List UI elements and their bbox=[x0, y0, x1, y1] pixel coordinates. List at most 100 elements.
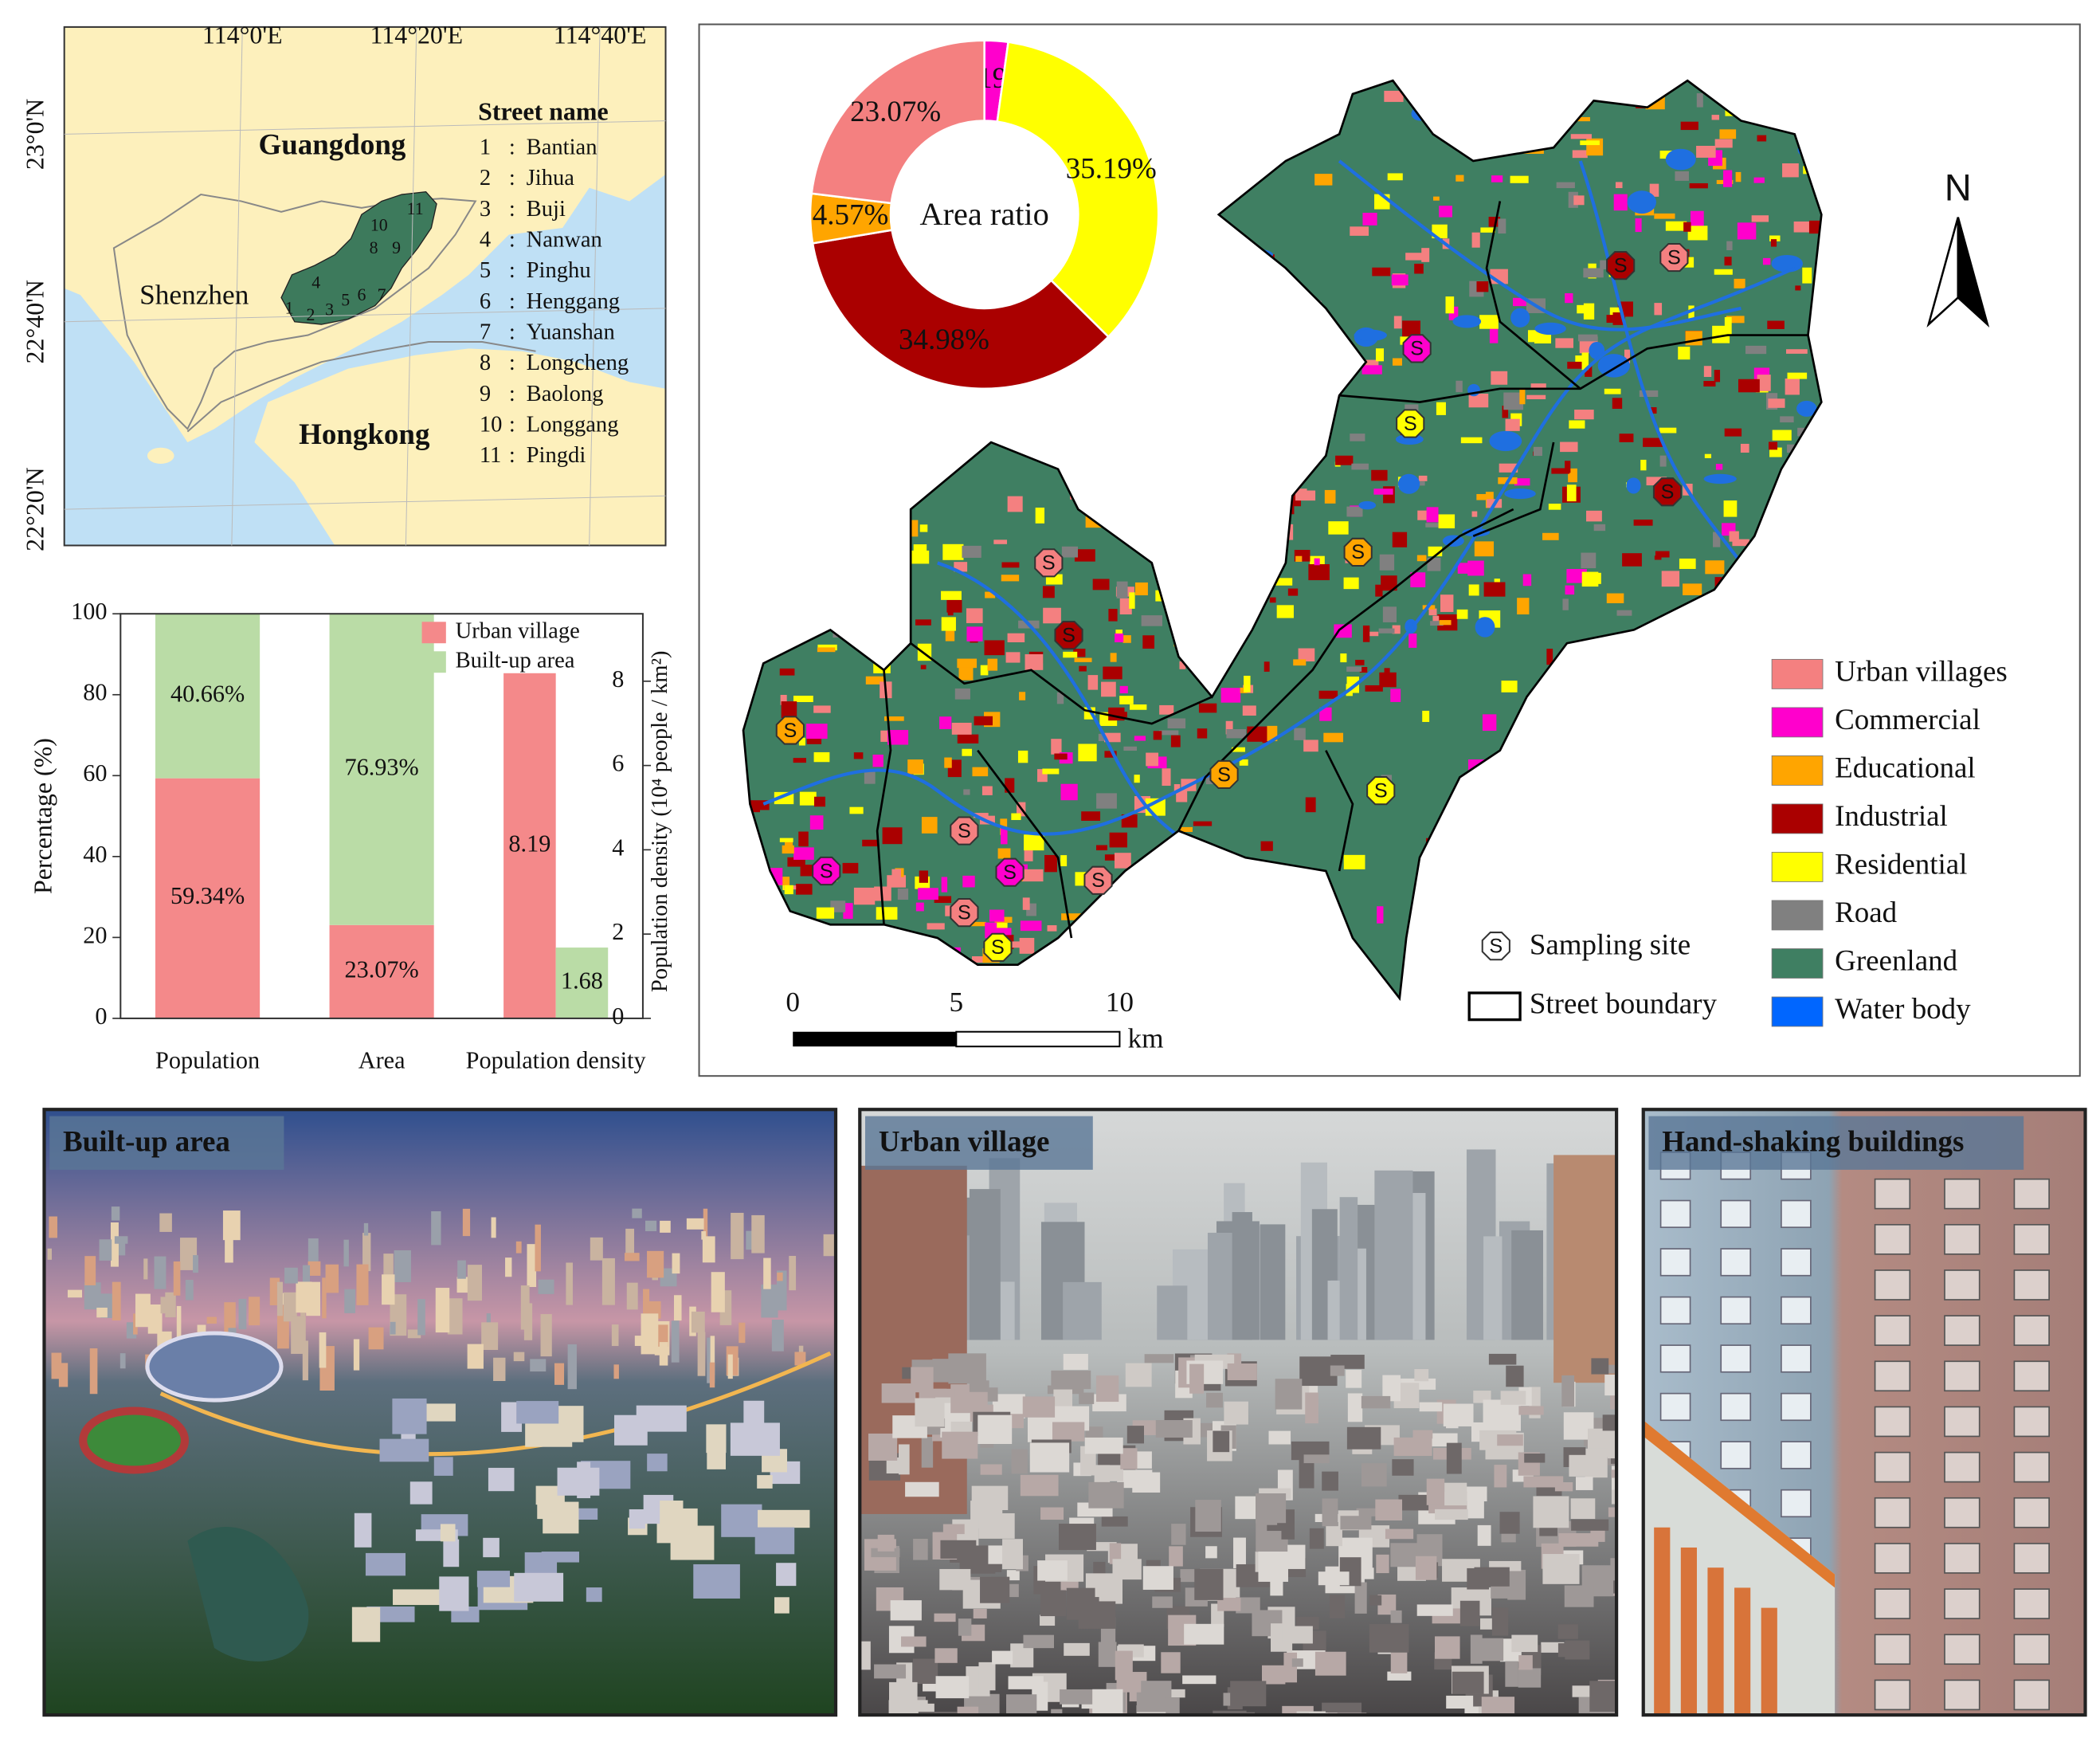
village-house bbox=[1494, 1465, 1507, 1488]
village-house bbox=[1356, 1508, 1393, 1516]
window bbox=[1944, 1497, 1981, 1528]
city-block bbox=[176, 1305, 182, 1339]
land-patch bbox=[1340, 653, 1347, 663]
land-patch bbox=[1104, 751, 1117, 758]
land-patch bbox=[1732, 539, 1749, 547]
land-patch bbox=[1612, 398, 1623, 409]
village-house bbox=[1287, 1544, 1306, 1569]
street-boundary bbox=[977, 749, 1073, 939]
city-block bbox=[739, 1322, 746, 1344]
village-house bbox=[942, 1524, 965, 1535]
village-house bbox=[973, 1608, 987, 1618]
water-patch bbox=[1510, 308, 1530, 328]
land-patch bbox=[989, 909, 1005, 922]
window bbox=[1944, 1406, 1981, 1438]
city-block bbox=[641, 1313, 659, 1355]
land-patch bbox=[865, 676, 885, 685]
land-patch bbox=[997, 848, 1011, 859]
land-patch bbox=[920, 665, 927, 669]
campus-building bbox=[574, 1508, 598, 1520]
village-house bbox=[1020, 1474, 1059, 1497]
land-patch bbox=[1115, 633, 1124, 642]
boundary-swatch bbox=[1467, 991, 1522, 1022]
scale-bar-white bbox=[955, 1030, 1121, 1048]
land-patch bbox=[1581, 352, 1589, 371]
window bbox=[1659, 1296, 1691, 1325]
land-patch bbox=[784, 885, 793, 895]
sampling-site bbox=[1652, 477, 1683, 507]
village-house bbox=[1602, 1414, 1617, 1431]
city-block bbox=[751, 1214, 765, 1254]
village-house bbox=[923, 1703, 934, 1716]
street-separator: : bbox=[509, 320, 515, 344]
land-patch bbox=[1361, 365, 1382, 375]
water-patch bbox=[1597, 354, 1630, 378]
street-number: 7 bbox=[480, 320, 491, 344]
legend-label: Residential bbox=[1835, 847, 1967, 880]
site-symbol: S bbox=[1003, 861, 1017, 884]
land-patch bbox=[1373, 488, 1393, 495]
land-patch bbox=[1295, 490, 1316, 501]
city-block bbox=[110, 1222, 119, 1267]
village-house bbox=[1194, 1568, 1224, 1600]
plot-frame bbox=[119, 613, 644, 1019]
campus-building bbox=[629, 1509, 645, 1529]
campus-building bbox=[483, 1537, 500, 1558]
donut-slice bbox=[810, 39, 985, 205]
village-house bbox=[1184, 1623, 1224, 1645]
land-patch bbox=[1318, 690, 1338, 699]
window bbox=[1874, 1634, 1911, 1665]
city-block bbox=[67, 1289, 83, 1298]
land-patch bbox=[1225, 720, 1233, 735]
city-block bbox=[771, 1320, 784, 1352]
island bbox=[423, 466, 461, 485]
village-house bbox=[1125, 1363, 1152, 1387]
y2-tick-label: 2 bbox=[612, 918, 624, 945]
map-street-number: 10 bbox=[370, 215, 388, 234]
city-block bbox=[179, 1238, 198, 1270]
land-patch bbox=[987, 658, 998, 671]
village-house bbox=[992, 1650, 1013, 1665]
city-block bbox=[493, 1357, 506, 1381]
city-block bbox=[249, 1297, 261, 1326]
land-patch bbox=[1738, 379, 1760, 393]
land-patch bbox=[1704, 453, 1712, 458]
village-house bbox=[911, 1367, 934, 1393]
land-patch bbox=[1482, 714, 1497, 732]
land-patch bbox=[1577, 304, 1587, 314]
land-patch bbox=[1402, 320, 1420, 337]
village-house bbox=[969, 1380, 989, 1392]
street-boundary bbox=[1472, 441, 1555, 537]
place-label: Shenzhen bbox=[139, 280, 249, 311]
water-patch bbox=[1358, 500, 1377, 510]
village-house bbox=[1084, 1437, 1123, 1454]
village-house bbox=[1282, 1705, 1314, 1716]
village-house bbox=[1499, 1512, 1520, 1534]
land-patch bbox=[1417, 481, 1425, 486]
land-patch bbox=[1381, 575, 1397, 591]
land-patch bbox=[1382, 606, 1397, 622]
land-patch bbox=[1005, 941, 1023, 948]
village-house bbox=[911, 1359, 940, 1368]
village-house bbox=[1369, 1595, 1382, 1606]
land-patch bbox=[1572, 150, 1588, 159]
city-block bbox=[538, 1279, 554, 1294]
bar bbox=[555, 948, 609, 1018]
land-patch bbox=[779, 838, 793, 842]
village-house bbox=[881, 1383, 916, 1403]
x-tick-label: Population density bbox=[466, 1046, 646, 1073]
land-patch bbox=[1770, 239, 1777, 247]
window bbox=[1659, 1199, 1691, 1229]
scale-unit: km bbox=[1128, 1023, 1164, 1054]
city-block bbox=[535, 1224, 541, 1272]
village-house bbox=[1347, 1393, 1363, 1422]
land-patch bbox=[1350, 226, 1369, 236]
village-house bbox=[1169, 1546, 1183, 1567]
village-house bbox=[868, 1433, 898, 1461]
street-name: Buji bbox=[527, 197, 566, 222]
village-house bbox=[1144, 1354, 1174, 1363]
village-house bbox=[1435, 1509, 1468, 1520]
orange-trim bbox=[1643, 1420, 1836, 1588]
city-block bbox=[160, 1297, 167, 1314]
village-house bbox=[1022, 1396, 1056, 1418]
